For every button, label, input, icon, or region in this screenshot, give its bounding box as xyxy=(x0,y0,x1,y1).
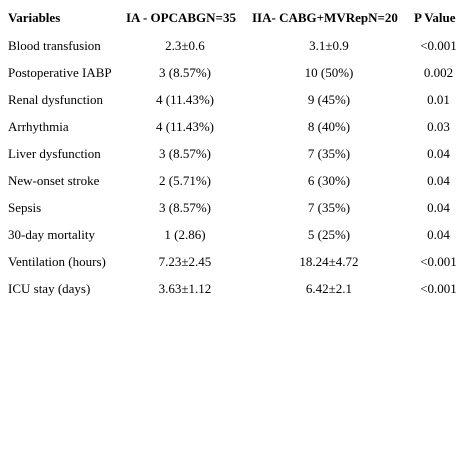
row-p-value: 0.04 xyxy=(427,227,450,242)
row-p-value: <0.001 xyxy=(420,254,457,269)
row-iia-value: 9 (45%) xyxy=(307,92,351,107)
row-p-value: 0.002 xyxy=(423,65,454,80)
row-ia-value: 3 (8.57%) xyxy=(159,65,211,80)
row-variable: Blood transfusion xyxy=(8,38,101,53)
row-variable: Sepsis xyxy=(8,200,42,215)
row-p-value: <0.001 xyxy=(420,38,457,53)
header-group-iia: IIA- CABG+MVRepN=20 xyxy=(252,10,398,25)
row-variable: ICU stay (days) xyxy=(8,281,91,296)
row-iia-value: 7 (35%) xyxy=(307,146,351,161)
row-iia-value: 5 (25%) xyxy=(307,227,351,242)
row-iia-value: 3.1±0.9 xyxy=(309,38,349,53)
row-p-value: 0.01 xyxy=(427,92,450,107)
row-variable: Ventilation (hours) xyxy=(8,254,106,269)
row-iia-value: 18.24±4.72 xyxy=(299,254,359,269)
row-iia-value: 7 (35%) xyxy=(307,200,351,215)
row-ia-value: 7.23±2.45 xyxy=(158,254,212,269)
header-p-value: P Value xyxy=(414,10,456,25)
row-variable: Liver dysfunction xyxy=(8,146,101,161)
row-p-value: 0.04 xyxy=(427,200,450,215)
header-group-ia: IA - OPCABGN=35 xyxy=(126,10,236,25)
row-variable: New-onset stroke xyxy=(8,173,100,188)
row-iia-value: 6 (30%) xyxy=(307,173,351,188)
row-ia-value: 3 (8.57%) xyxy=(159,146,211,161)
row-ia-value: 2.3±0.6 xyxy=(165,38,205,53)
row-ia-value: 2 (5.71%) xyxy=(159,173,211,188)
row-variable: Arrhythmia xyxy=(8,119,69,134)
row-ia-value: 1 (2.86) xyxy=(164,227,206,242)
row-iia-value: 6.42±2.1 xyxy=(305,281,353,296)
row-iia-value: 10 (50%) xyxy=(304,65,354,80)
row-variable: Renal dysfunction xyxy=(8,92,103,107)
row-iia-value: 8 (40%) xyxy=(307,119,351,134)
row-ia-value: 4 (11.43%) xyxy=(155,119,214,134)
row-p-value: 0.04 xyxy=(427,146,450,161)
row-ia-value: 3.63±1.12 xyxy=(158,281,212,296)
row-p-value: 0.04 xyxy=(427,173,450,188)
row-ia-value: 3 (8.57%) xyxy=(159,200,211,215)
row-ia-value: 4 (11.43%) xyxy=(155,92,214,107)
row-variable: 30-day mortality xyxy=(8,227,96,242)
row-variable: Postoperative IABP xyxy=(8,65,112,80)
header-variables: Variables xyxy=(8,10,61,25)
row-p-value: <0.001 xyxy=(420,281,457,296)
row-p-value: 0.03 xyxy=(427,119,450,134)
